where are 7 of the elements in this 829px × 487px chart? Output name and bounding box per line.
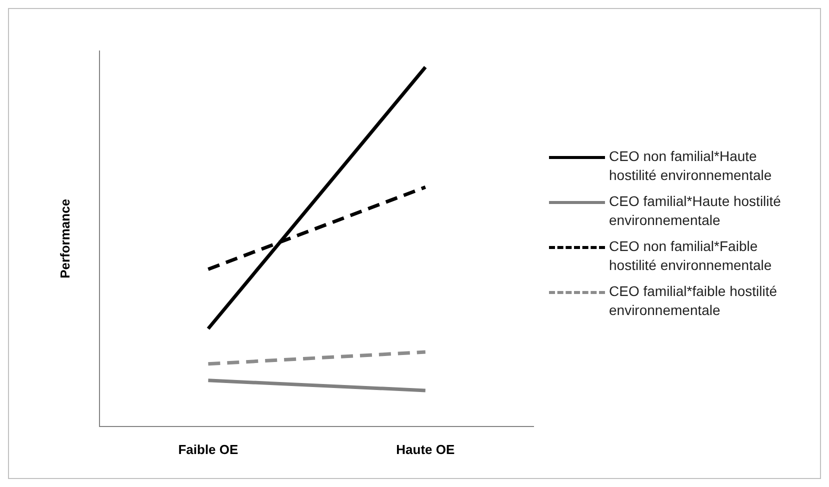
x-tick-label: Haute OE: [396, 442, 455, 457]
legend-label: CEO familial*Haute hostilité environnementale: [609, 192, 782, 230]
legend-label: CEO non familial*Faible hostilité environnementale: [609, 237, 773, 275]
x-tick-label: Faible OE: [178, 442, 239, 457]
legend-label: CEO non familial*Haute hostilité environnementale: [609, 147, 773, 185]
y-axis-title: Performance: [57, 198, 72, 278]
legend-label: CEO familial*faible hostilité environnementale: [609, 282, 778, 320]
